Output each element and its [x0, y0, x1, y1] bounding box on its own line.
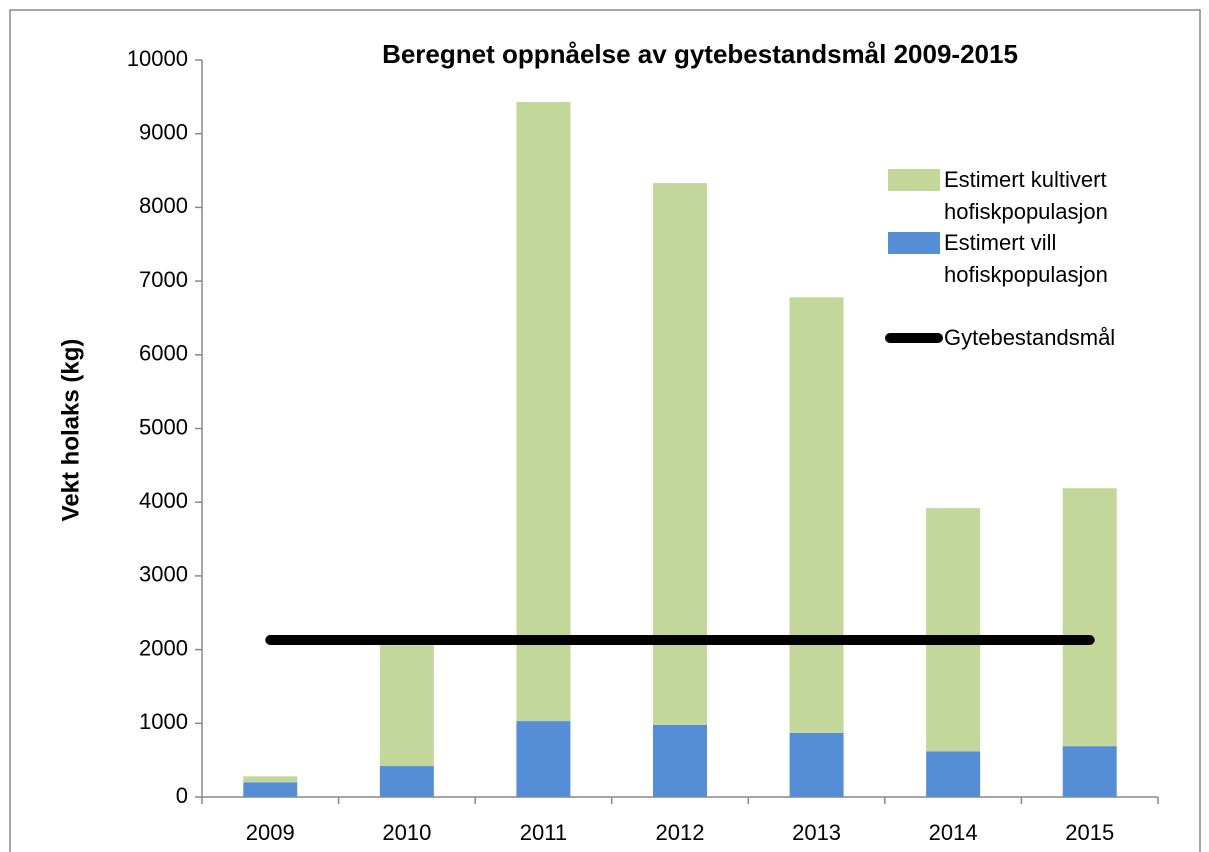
y-axis-label: Vekt holaks (kg): [57, 339, 84, 522]
bar-segment: [789, 297, 844, 733]
y-tick-label: 1000: [139, 709, 188, 734]
bar-segment: [1062, 746, 1117, 797]
bar-segment: [653, 183, 707, 725]
y-tick-label: 8000: [139, 193, 188, 218]
bar-segment: [926, 751, 981, 797]
bar-segment: [243, 782, 298, 797]
x-tick-label: 2014: [929, 820, 978, 845]
y-tick-label: 7000: [139, 267, 188, 292]
bar-segment: [379, 766, 434, 797]
y-tick-label: 10000: [127, 46, 188, 71]
bar-segment: [926, 508, 981, 752]
legend-label: Estimert vill hofiskpopulasjon: [944, 230, 1108, 287]
legend-swatch: [888, 232, 940, 254]
y-tick-label: 3000: [139, 562, 188, 587]
legend-label: Gytebestandsmål: [944, 325, 1116, 350]
x-tick-label: 2015: [1065, 820, 1114, 845]
chart-border: [9, 9, 1201, 852]
x-tick-label: 2013: [792, 820, 841, 845]
bar-segment: [243, 776, 298, 783]
legend-label: Estimert kultivert hofiskpopulasjon: [944, 167, 1108, 224]
x-tick-label: 2009: [246, 820, 295, 845]
y-tick-label: 4000: [139, 488, 188, 513]
y-tick-label: 9000: [139, 120, 188, 145]
bar-segment: [516, 102, 571, 722]
y-tick-label: 2000: [139, 635, 188, 660]
y-tick-label: 0: [176, 783, 188, 808]
x-tick-label: 2011: [520, 820, 567, 845]
x-tick-label: 2010: [382, 820, 431, 845]
y-tick-label: 5000: [139, 414, 188, 439]
legend-swatch: [888, 169, 940, 191]
bar-segment: [653, 724, 707, 797]
bar-segment: [789, 732, 844, 797]
chart-title: Beregnet oppnåelse av gytebestandsmål 20…: [382, 39, 1018, 69]
y-tick-label: 6000: [139, 341, 188, 366]
x-tick-label: 2012: [656, 820, 705, 845]
bar-segment: [516, 721, 571, 797]
bar-segment: [379, 645, 434, 767]
bar-segment: [1062, 488, 1117, 747]
